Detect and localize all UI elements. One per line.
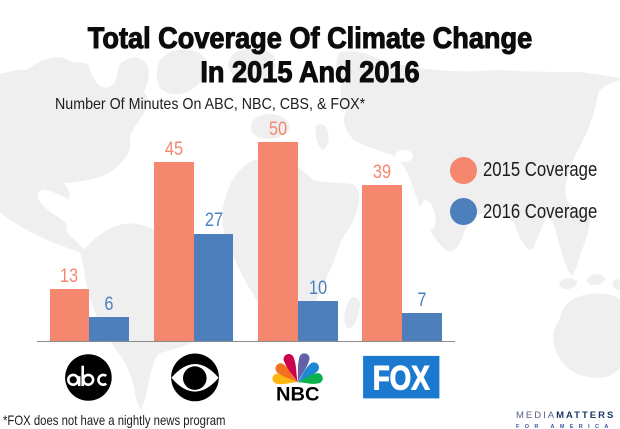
svg-text:FOX: FOX	[373, 360, 430, 398]
svg-text:NBC: NBC	[276, 384, 320, 405]
